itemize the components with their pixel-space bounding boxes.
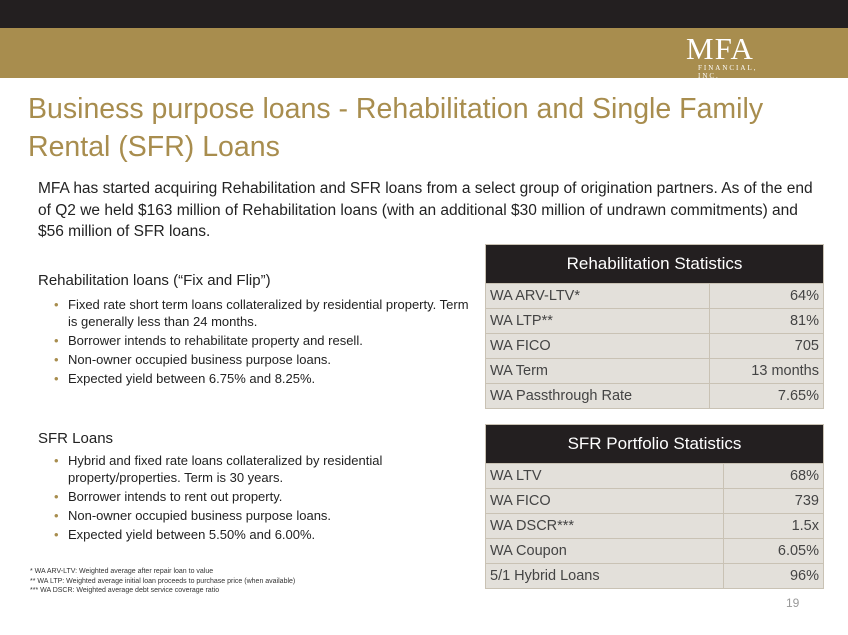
list-item: Non-owner occupied business purpose loan…	[54, 351, 474, 368]
stat-value: 96%	[722, 563, 825, 589]
stat-label: WA DSCR***	[485, 513, 724, 539]
stat-value: 64%	[709, 283, 824, 309]
table-row: WA LTP** 81%	[484, 308, 824, 334]
table-row: WA Coupon 6.05%	[485, 538, 825, 564]
rehab-stats-title: Rehabilitation Statistics	[485, 244, 824, 284]
table-row: WA ARV-LTV* 64%	[484, 283, 824, 309]
list-item: Fixed rate short term loans collateraliz…	[54, 296, 474, 330]
rehab-heading: Rehabilitation loans (“Fix and Flip”)	[38, 272, 271, 289]
header-gold-band	[0, 28, 848, 78]
footnote: * WA ARV-LTV: Weighted average after rep…	[30, 568, 214, 575]
stat-label: WA ARV-LTV*	[484, 283, 711, 309]
sfr-stats-title: SFR Portfolio Statistics	[485, 424, 824, 464]
rehab-stats-table: Rehabilitation Statistics WA ARV-LTV* 64%…	[484, 244, 824, 409]
stat-value: 7.65%	[709, 383, 824, 409]
stat-value: 13 months	[709, 358, 824, 384]
page-number: 19	[786, 596, 800, 610]
list-item: Borrower intends to rehabilitate propert…	[54, 332, 474, 349]
stat-label: WA FICO	[485, 488, 724, 514]
slide-title: Business purpose loans - Rehabilitation …	[28, 93, 764, 163]
table-row: WA LTV 68%	[485, 463, 825, 489]
sfr-heading: SFR Loans	[38, 430, 114, 447]
stat-value: 81%	[709, 308, 824, 334]
stat-label: 5/1 Hybrid Loans	[485, 563, 724, 589]
sfr-bullet-list: Hybrid and fixed rate loans collateraliz…	[54, 452, 474, 545]
footnotes: * WA ARV-LTV: Weighted average after rep…	[30, 567, 295, 596]
footnote: *** WA DSCR: Weighted average debt servi…	[30, 587, 220, 594]
top-dark-bar	[0, 0, 848, 28]
stat-value: 1.5x	[722, 513, 825, 539]
list-item: Borrower intends to rent out property.	[54, 488, 474, 505]
stat-value: 68%	[722, 463, 825, 489]
stat-label: WA Passthrough Rate	[484, 383, 711, 409]
stat-label: WA FICO	[484, 333, 711, 359]
list-item: Expected yield between 6.75% and 8.25%.	[54, 370, 474, 387]
company-logo: MFA FINANCIAL, INC.	[676, 31, 776, 81]
table-row: 5/1 Hybrid Loans 96%	[485, 563, 825, 589]
table-row: WA Passthrough Rate 7.65%	[484, 383, 824, 409]
stat-value: 739	[722, 488, 825, 514]
list-item: Expected yield between 5.50% and 6.00%.	[54, 526, 474, 543]
table-row: WA FICO 705	[484, 333, 824, 359]
table-row: WA DSCR*** 1.5x	[485, 513, 825, 539]
stat-label: WA LTP**	[484, 308, 711, 334]
list-item: Non-owner occupied business purpose loan…	[54, 507, 474, 524]
intro-paragraph: MFA has started acquiring Rehabilitation…	[38, 180, 813, 240]
footnote: ** WA LTP: Weighted average initial loan…	[30, 577, 296, 585]
sfr-stats-table: SFR Portfolio Statistics WA LTV 68% WA FI…	[485, 424, 825, 589]
stat-value: 705	[709, 333, 824, 359]
stat-label: WA Coupon	[485, 538, 724, 564]
stat-label: WA LTV	[485, 463, 724, 489]
table-row: WA FICO 739	[485, 488, 825, 514]
logo-wordmark: MFA	[686, 31, 754, 66]
logo-subtitle: FINANCIAL, INC.	[698, 64, 758, 80]
rehab-bullet-list: Fixed rate short term loans collateraliz…	[54, 296, 474, 389]
list-item: Hybrid and fixed rate loans collateraliz…	[54, 452, 474, 486]
stat-label: WA Term	[484, 358, 711, 384]
stat-value: 6.05%	[722, 538, 825, 564]
table-row: WA Term 13 months	[484, 358, 824, 384]
